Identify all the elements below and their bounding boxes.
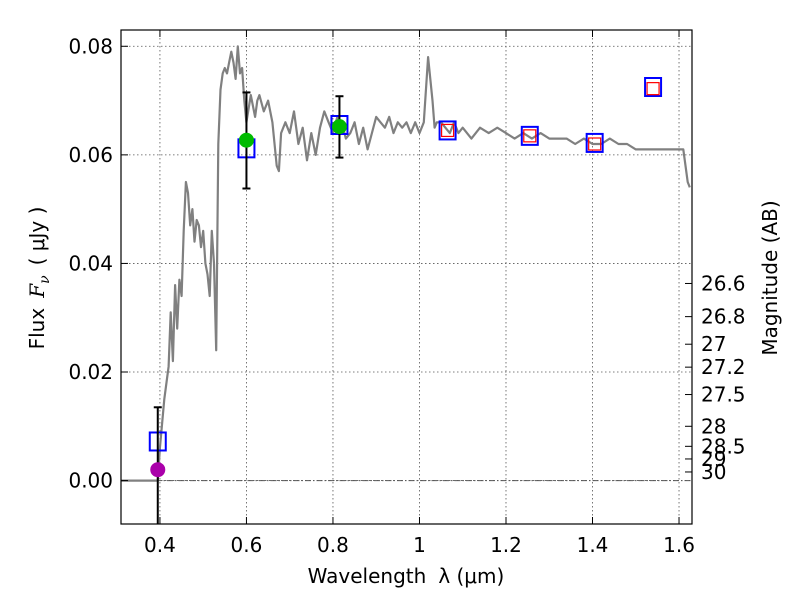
magnitude-tick-label: 28	[701, 414, 726, 438]
model-flux-square	[644, 77, 663, 97]
magnitude-tick-label: 27.2	[701, 355, 746, 379]
y-tick-label: 0.02	[68, 360, 113, 384]
y-axis-label: Flux Fν ( μJy )	[25, 207, 53, 350]
upper-limit-square	[523, 129, 537, 143]
x-axis-ticks: 0.4 0.6 0.8 1 1.2 1.4 1.6	[144, 30, 695, 557]
magnitude-tick-label: 26.6	[701, 271, 746, 295]
magnitude-axis-label: Magnitude (AB)	[758, 200, 782, 355]
upper-limit-square	[646, 82, 660, 96]
x-tick-label: 0.4	[144, 533, 176, 557]
y-axis-ticks: 0.00 0.02 0.04 0.06 0.08	[68, 34, 128, 493]
upper-limit-square	[440, 123, 455, 138]
model-flux-square	[585, 132, 604, 153]
magnitude-tick-label: 28.5	[701, 434, 746, 458]
x-axis-label: Wavelength λ (μm)	[308, 564, 505, 588]
x-tick-label: 1.6	[663, 533, 695, 557]
y-tick-label: 0.06	[68, 143, 113, 167]
y-axis-label-word: Flux	[25, 308, 49, 350]
x-tick-label: 0.8	[317, 533, 349, 557]
magnitude-tick-label: 30	[701, 460, 726, 484]
y-axis-label-unit: ( μJy )	[25, 207, 49, 266]
model-flux-square	[520, 125, 539, 146]
y-tick-label: 0.04	[68, 251, 113, 275]
x-tick-label: 1.2	[490, 533, 522, 557]
magnitude-tick-label: 29	[701, 447, 726, 471]
observed-point-green	[331, 119, 347, 135]
magnitude-tick-label: 27.5	[701, 383, 746, 407]
y-tick-label: 0.00	[68, 469, 113, 493]
x-tick-label: 1	[413, 533, 426, 557]
upper-limit-square	[588, 137, 602, 151]
y-axis-label-subscript: ν	[37, 275, 53, 284]
x-axis-label-word: Wavelength	[308, 564, 427, 588]
x-tick-label: 1.4	[577, 533, 609, 557]
y-tick-label: 0.08	[68, 34, 113, 58]
grid-lines	[121, 30, 692, 524]
magnitude-tick-label: 26.8	[701, 305, 746, 329]
plot-frame	[120, 29, 693, 525]
observed-point-blue	[150, 462, 166, 478]
x-tick-label: 0.6	[231, 533, 263, 557]
magnitude-tick-label: 27	[701, 332, 726, 356]
model-flux-square	[438, 120, 457, 141]
x-axis-label-unit: λ (μm)	[438, 564, 504, 588]
observed-point-green	[238, 132, 254, 148]
y-axis-label-symbol: F	[25, 283, 49, 299]
plot-area	[121, 45, 691, 524]
